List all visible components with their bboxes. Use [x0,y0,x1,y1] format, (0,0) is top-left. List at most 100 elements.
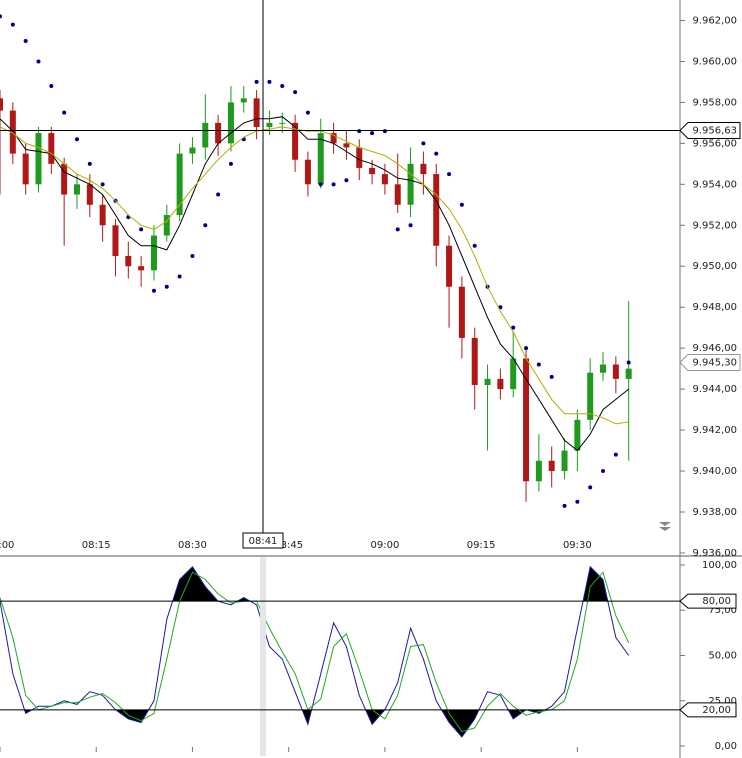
y-tick-label: 9.952,00 [692,220,737,231]
sar-dot [203,223,208,228]
y-tick-label: 9.958,00 [692,97,737,108]
y-tick-label: 9.944,00 [692,384,737,395]
candle-body [292,122,299,160]
sar-dot [293,90,298,95]
candle-body [548,460,555,472]
sar-dot [562,503,567,508]
y-tick-label: 50,00 [708,651,737,662]
candle-body [125,255,132,267]
x-tick-label: 08:15 [82,540,111,551]
x-tick-label: 09:30 [563,540,592,551]
sar-dot [87,161,92,166]
candle-body [561,450,568,472]
candle-body [240,98,247,103]
sar-dot [23,38,28,43]
sar-dot [357,129,362,134]
sar-dot [626,360,631,365]
moving-average [0,116,630,452]
crosshair-time-label: 08:41 [249,536,278,547]
y-tick-label: 9.946,00 [692,343,737,354]
y-tick-label: 9.938,00 [692,507,737,518]
x-tick-label: 08:45 [274,540,303,551]
sar-dot [177,274,182,279]
candle-body [9,110,16,154]
candle-body [587,372,594,420]
candle-body [163,215,170,236]
last-price-label: 9.945,30 [692,357,737,368]
candle-body [112,225,119,256]
sar-dot [472,243,477,248]
scroll-icon[interactable] [659,522,671,531]
candle-body [61,163,68,195]
crosshair-band [260,557,267,756]
candle-body [394,184,401,205]
sar-dot [408,223,413,228]
sar-dot [254,79,259,84]
sar-dot [613,452,618,457]
oscillator-panel [0,565,630,738]
y-tick-label: 25,00 [708,696,737,707]
sar-dot [100,182,105,187]
crosshair-price-label: 9.956,63 [692,125,737,136]
sar-dot [575,499,580,504]
sar-dot [164,284,169,289]
candle-body [433,174,440,246]
sar-dot [36,59,41,64]
y-tick-label: 9.962,00 [692,15,737,26]
level-box [679,593,737,609]
x-tick-label: 08:30 [178,540,207,551]
y-tick-label: 75,00 [708,605,737,616]
candle-body [138,266,145,271]
sar-dot [588,485,593,490]
sar-dot [190,253,195,258]
candle-body [317,133,324,185]
y-tick-label: 100,00 [702,560,737,571]
candle-body [535,460,542,482]
sar-dot [331,182,336,187]
sar-dot [511,325,516,330]
crosshair-price-label-box [679,121,741,139]
sar-dot [267,79,272,84]
candle-body [48,133,55,164]
x-tick-label: 09:15 [467,540,496,551]
y-tick-label: 9.954,00 [692,179,737,190]
candle-body [86,184,93,205]
sar-dot [10,22,15,27]
candle-body [279,122,286,124]
sar-dot [601,469,606,474]
y-tick-label: 9.948,00 [692,302,737,313]
candle-body [266,122,273,127]
candle-body [600,364,607,373]
sar-dot [395,227,400,232]
crosshair-time-box [242,532,284,549]
sar-dot [498,305,503,310]
candle-body [523,358,530,482]
candle-body [484,378,491,386]
x-tick-label: 09:00 [370,540,399,551]
candle-body [227,102,234,144]
sar-dot [318,182,323,187]
sar-dot [549,374,554,379]
candle-body [304,159,311,185]
sar-dot [434,151,439,156]
y-tick-label: 9.942,00 [692,425,737,436]
candle-body [446,245,453,287]
candle-body [369,167,376,175]
sar-dot [139,227,144,232]
sar-dot [62,110,67,115]
oscillator-line [0,571,630,733]
sar-dot [216,192,221,197]
oversold-fill [24,709,546,737]
x-tick-label: 08:00 [0,540,14,551]
sar-dot [151,288,156,293]
candle-body [189,147,196,154]
y-tick-label: 9.956,00 [692,138,737,149]
sar-dot [524,346,529,351]
candle-body [99,204,106,226]
sar-dot [49,84,54,89]
y-tick-label: 9.960,00 [692,56,737,67]
sar-dot [536,362,541,367]
candle-body [35,133,42,185]
level-box [679,702,737,718]
y-tick-label: 9.950,00 [692,261,737,272]
